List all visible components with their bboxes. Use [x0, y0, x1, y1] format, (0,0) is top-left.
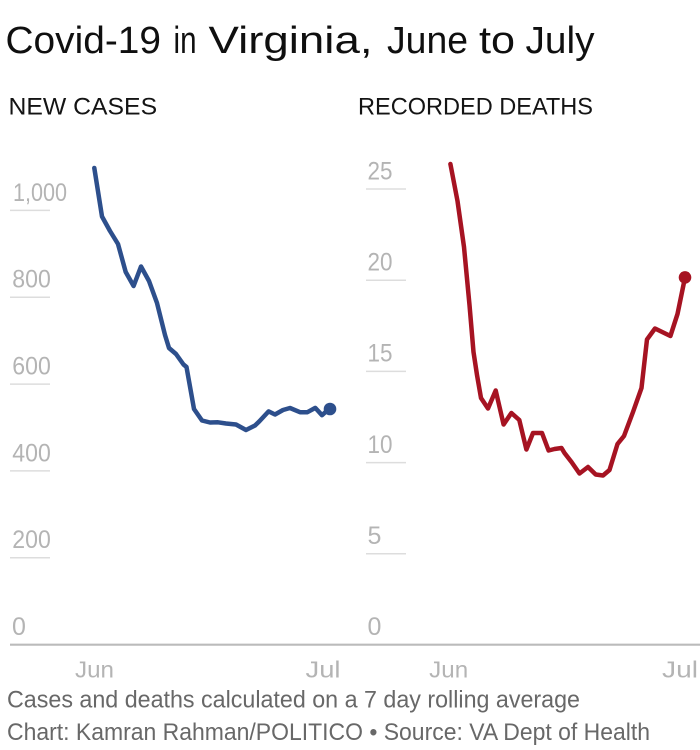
svg-text:Jun: Jun — [429, 657, 468, 683]
svg-text:25: 25 — [368, 158, 393, 186]
svg-text:600: 600 — [12, 353, 51, 381]
svg-text:200: 200 — [12, 526, 51, 554]
svg-text:Chart: Kamran Rahman/POLITICO: Chart: Kamran Rahman/POLITICO • Source: … — [7, 720, 650, 746]
svg-text:June: June — [387, 20, 468, 62]
svg-text:NEW CASES: NEW CASES — [9, 93, 158, 120]
svg-text:20: 20 — [368, 249, 393, 277]
svg-text:to: to — [479, 20, 515, 62]
svg-text:5: 5 — [368, 522, 382, 550]
svg-text:800: 800 — [12, 266, 51, 294]
svg-text:10: 10 — [368, 431, 393, 459]
svg-text:Virginia,: Virginia, — [209, 20, 373, 62]
svg-text:July: July — [526, 20, 595, 62]
svg-text:in: in — [174, 20, 197, 62]
svg-text:15: 15 — [368, 340, 393, 368]
svg-text:400: 400 — [12, 439, 51, 467]
svg-text:1,000: 1,000 — [13, 179, 67, 207]
svg-text:0: 0 — [12, 613, 26, 641]
svg-text:Jun: Jun — [75, 657, 114, 683]
svg-text:Covid-19: Covid-19 — [6, 20, 162, 62]
svg-text:Jul: Jul — [306, 657, 341, 683]
svg-text:Jul: Jul — [662, 657, 698, 683]
svg-text:RECORDED DEATHS: RECORDED DEATHS — [358, 93, 593, 120]
svg-text:0: 0 — [368, 613, 382, 641]
svg-text:Cases and deaths calculated on: Cases and deaths calculated on a 7 day r… — [7, 687, 580, 713]
